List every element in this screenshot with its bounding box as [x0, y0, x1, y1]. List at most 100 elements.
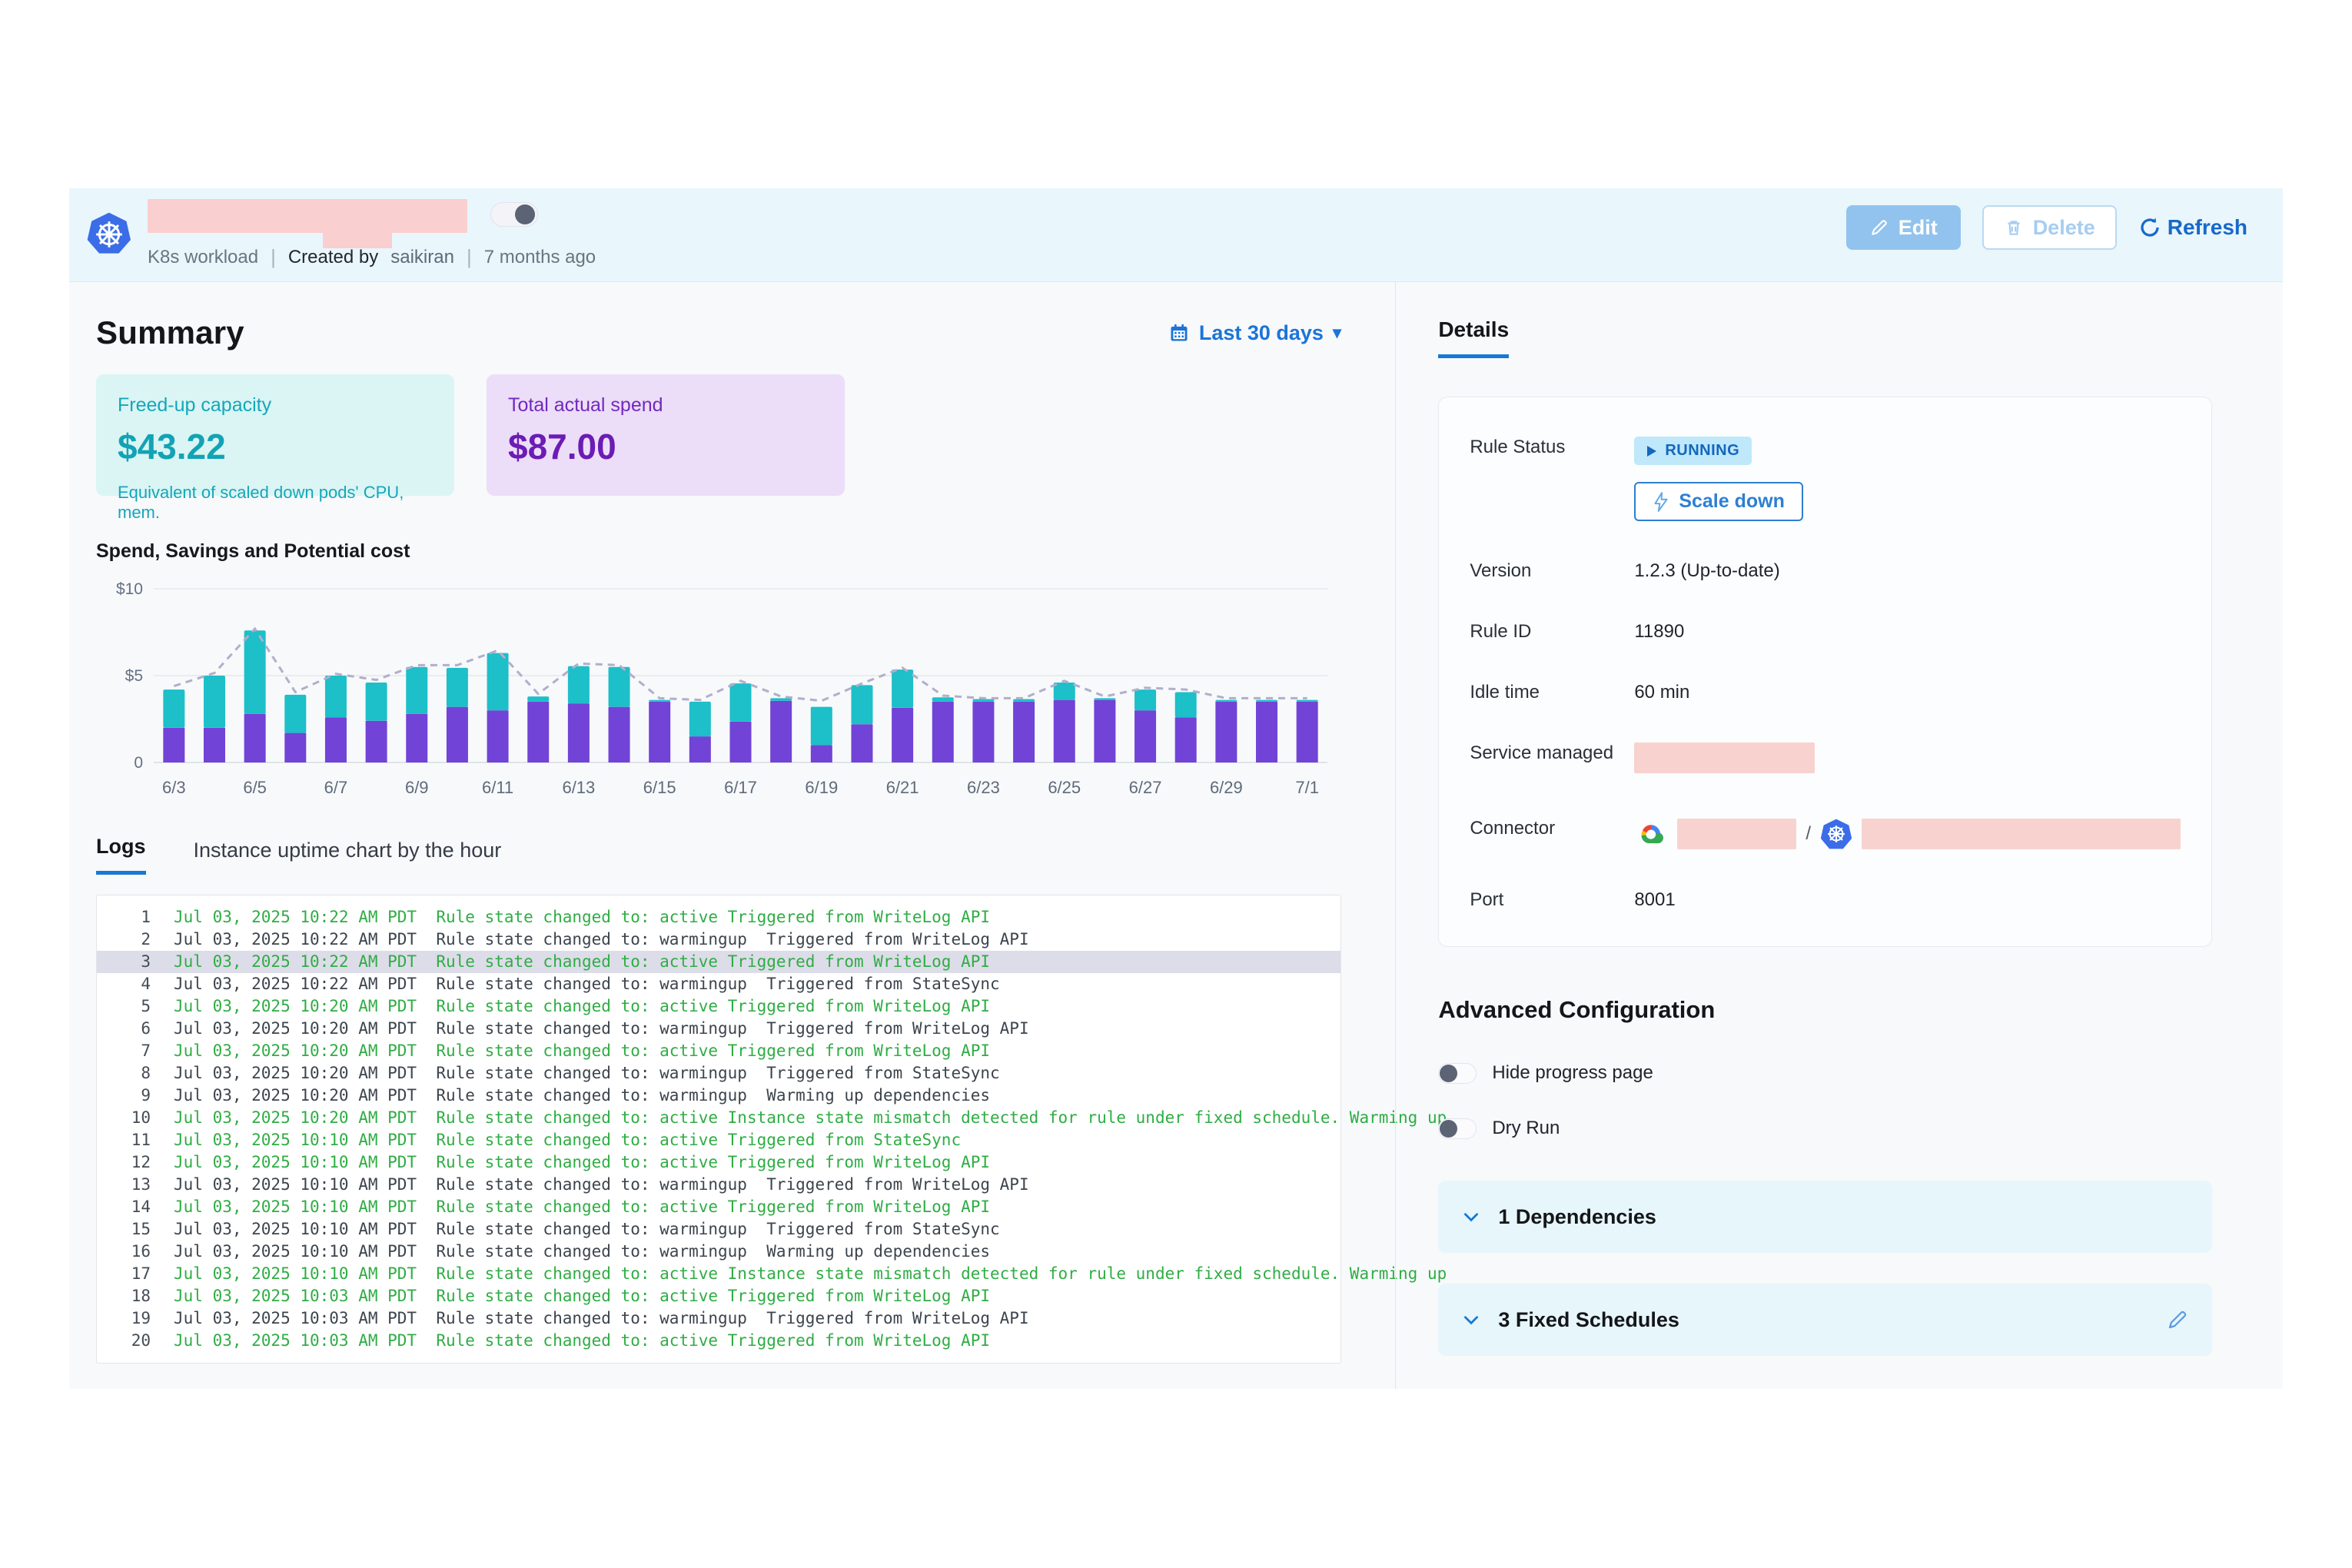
- detail-label: Port: [1470, 889, 1504, 910]
- toggle-label: Hide progress page: [1492, 1062, 1653, 1083]
- log-line-number: 1: [141, 908, 151, 926]
- svg-text:6/15: 6/15: [643, 778, 676, 797]
- log-row[interactable]: 1 Jul 03, 2025 10:22 AM PDT Rule state ch…: [97, 906, 1340, 929]
- tab-logs[interactable]: Logs: [96, 835, 146, 875]
- detail-label: Rule ID: [1470, 621, 1532, 642]
- detail-label: Idle time: [1470, 682, 1540, 703]
- log-row[interactable]: 14 Jul 03, 2025 10:10 AM PDT Rule state c…: [97, 1196, 1340, 1218]
- advanced-toggle-row: Hide progress page: [1438, 1062, 2212, 1084]
- log-row[interactable]: 8 Jul 03, 2025 10:20 AM PDT Rule state ch…: [97, 1062, 1340, 1085]
- log-line-text: Jul 03, 2025 10:20 AM PDT Rule state cha…: [174, 997, 991, 1015]
- redacted-connector-cluster: [1862, 819, 2181, 849]
- toggle-switch[interactable]: [1438, 1062, 1477, 1084]
- pencil-icon[interactable]: [2166, 1308, 2189, 1331]
- header-actions: Edit Delete Refresh: [1845, 205, 2247, 250]
- card-caption: Equivalent of scaled down pods' CPU, mem…: [118, 483, 404, 522]
- tab-instance-uptime[interactable]: Instance uptime chart by the hour: [193, 839, 502, 862]
- log-line-text: Jul 03, 2025 10:03 AM PDT Rule state cha…: [174, 1331, 991, 1350]
- log-row[interactable]: 2 Jul 03, 2025 10:22 AM PDT Rule state ch…: [97, 929, 1340, 951]
- advanced-config-heading: Advanced Configuration: [1438, 996, 1716, 1023]
- date-range-label: Last 30 days: [1198, 321, 1324, 344]
- toggle-switch[interactable]: [1438, 1118, 1477, 1139]
- log-line-number: 18: [131, 1287, 151, 1305]
- svg-text:6/27: 6/27: [1129, 778, 1162, 797]
- summary-card: Total actual spend $87.00: [487, 374, 845, 496]
- detail-row: Connector /: [1470, 814, 2181, 850]
- log-row[interactable]: 19 Jul 03, 2025 10:03 AM PDT Rule state c…: [97, 1307, 1340, 1330]
- log-line-text: Jul 03, 2025 10:03 AM PDT Rule state cha…: [174, 1309, 1029, 1327]
- log-line-text: Jul 03, 2025 10:20 AM PDT Rule state cha…: [174, 1019, 1029, 1038]
- detail-value: [1634, 739, 1815, 779]
- log-line-text: Jul 03, 2025 10:20 AM PDT Rule state cha…: [174, 1108, 1447, 1127]
- scale-down-button[interactable]: Scale down: [1634, 482, 1803, 521]
- log-row[interactable]: 5 Jul 03, 2025 10:20 AM PDT Rule state ch…: [97, 995, 1340, 1018]
- log-line-number: 8: [141, 1064, 151, 1082]
- toggle-knob: [515, 204, 535, 224]
- workload-enabled-toggle[interactable]: [490, 202, 538, 227]
- card-value: $43.22: [118, 427, 226, 467]
- rule-status-row: Rule Status RUNNING: [1470, 433, 2181, 521]
- log-line-number: 9: [141, 1086, 151, 1105]
- delete-button[interactable]: Delete: [1982, 205, 2117, 250]
- log-row[interactable]: 3 Jul 03, 2025 10:22 AM PDT Rule state ch…: [97, 951, 1340, 973]
- log-line-number: 3: [141, 952, 151, 971]
- svg-text:0: 0: [134, 754, 143, 772]
- advanced-toggle-row: Dry Run: [1438, 1118, 2212, 1139]
- chevron-down-icon: [1461, 1207, 1481, 1227]
- svg-text:$10: $10: [116, 580, 143, 598]
- svg-text:6/11: 6/11: [482, 778, 513, 797]
- log-row[interactable]: 4 Jul 03, 2025 10:22 AM PDT Rule state ch…: [97, 973, 1340, 995]
- pencil-icon: [1869, 218, 1889, 238]
- log-row[interactable]: 6 Jul 03, 2025 10:20 AM PDT Rule state ch…: [97, 1018, 1340, 1040]
- accordion-section[interactable]: 1 Dependencies: [1438, 1181, 2212, 1253]
- log-line-text: Jul 03, 2025 10:22 AM PDT Rule state cha…: [174, 952, 991, 971]
- log-row[interactable]: 10 Jul 03, 2025 10:20 AM PDT Rule state c…: [97, 1107, 1447, 1129]
- created-ago: 7 months ago: [483, 246, 596, 267]
- svg-text:6/23: 6/23: [967, 778, 1000, 797]
- accordion-section[interactable]: 3 Fixed Schedules: [1438, 1284, 2212, 1356]
- details-card: Rule Status RUNNING: [1438, 397, 2212, 947]
- card-value: $87.00: [508, 427, 616, 467]
- detail-label: Version: [1470, 560, 1532, 581]
- chart-canvas: 0 $5 $10 6/3 6/5 6/7 6/9 6/11 6/13 6/15 6/17 6/19 6/…: [116, 580, 1327, 797]
- app-container: K8s workload | Created by saikiran | 7 m…: [69, 188, 2283, 1389]
- accordion-label: 3 Fixed Schedules: [1498, 1307, 1679, 1331]
- log-viewer[interactable]: 1 Jul 03, 2025 10:22 AM PDT Rule state ch…: [96, 895, 1447, 1364]
- meta-divider: |: [466, 245, 472, 268]
- log-row[interactable]: 17 Jul 03, 2025 10:10 AM PDT Rule state c…: [97, 1263, 1447, 1285]
- workload-title-redacted: [148, 199, 467, 233]
- log-row[interactable]: 7 Jul 03, 2025 10:20 AM PDT Rule state ch…: [97, 1040, 1340, 1062]
- log-line-number: 17: [131, 1264, 151, 1283]
- log-row[interactable]: 15 Jul 03, 2025 10:10 AM PDT Rule state c…: [97, 1218, 1340, 1241]
- svg-text:6/13: 6/13: [562, 778, 595, 797]
- log-line-number: 19: [131, 1309, 151, 1327]
- date-range-selector[interactable]: Last 30 days ▾: [1168, 321, 1341, 345]
- svg-text:6/19: 6/19: [805, 778, 838, 797]
- svg-text:6/7: 6/7: [324, 778, 348, 797]
- log-row[interactable]: 20 Jul 03, 2025 10:03 AM PDT Rule state c…: [97, 1330, 1340, 1352]
- log-row[interactable]: 11 Jul 03, 2025 10:10 AM PDT Rule state c…: [97, 1129, 1340, 1151]
- log-row[interactable]: 12 Jul 03, 2025 10:10 AM PDT Rule state c…: [97, 1151, 1340, 1174]
- detail-value: 11890: [1634, 621, 1685, 642]
- log-row[interactable]: 13 Jul 03, 2025 10:10 AM PDT Rule state c…: [97, 1174, 1340, 1196]
- detail-row: Port 8001: [1470, 885, 2181, 911]
- log-line-text: Jul 03, 2025 10:20 AM PDT Rule state cha…: [174, 1086, 991, 1105]
- chart-title: Spend, Savings and Potential cost: [96, 540, 410, 562]
- log-row[interactable]: 16 Jul 03, 2025 10:10 AM PDT Rule state c…: [97, 1241, 1340, 1263]
- refresh-button[interactable]: Refresh: [2138, 215, 2247, 240]
- svg-text:6/17: 6/17: [724, 778, 757, 797]
- card-label: Freed-up capacity: [118, 394, 272, 416]
- tab-details[interactable]: Details: [1438, 317, 1510, 358]
- spend-savings-chart: 0 $5 $10 6/3 6/5 6/7 6/9 6/11 6/13 6/15 6/17 6/19 6/…: [96, 569, 1395, 801]
- connector-value: /: [1634, 818, 2181, 850]
- edit-button[interactable]: Edit: [1845, 205, 1961, 250]
- kubernetes-icon: [1820, 818, 1852, 850]
- connector-divider: /: [1806, 823, 1811, 844]
- main-content: Summary Last 30 days: [69, 282, 2283, 1389]
- svg-text:7/1: 7/1: [1295, 778, 1319, 797]
- log-row[interactable]: 18 Jul 03, 2025 10:03 AM PDT Rule state c…: [97, 1285, 1340, 1307]
- svg-text:6/25: 6/25: [1048, 778, 1081, 797]
- log-row[interactable]: 9 Jul 03, 2025 10:20 AM PDT Rule state ch…: [97, 1085, 1340, 1107]
- svg-text:6/29: 6/29: [1210, 778, 1243, 797]
